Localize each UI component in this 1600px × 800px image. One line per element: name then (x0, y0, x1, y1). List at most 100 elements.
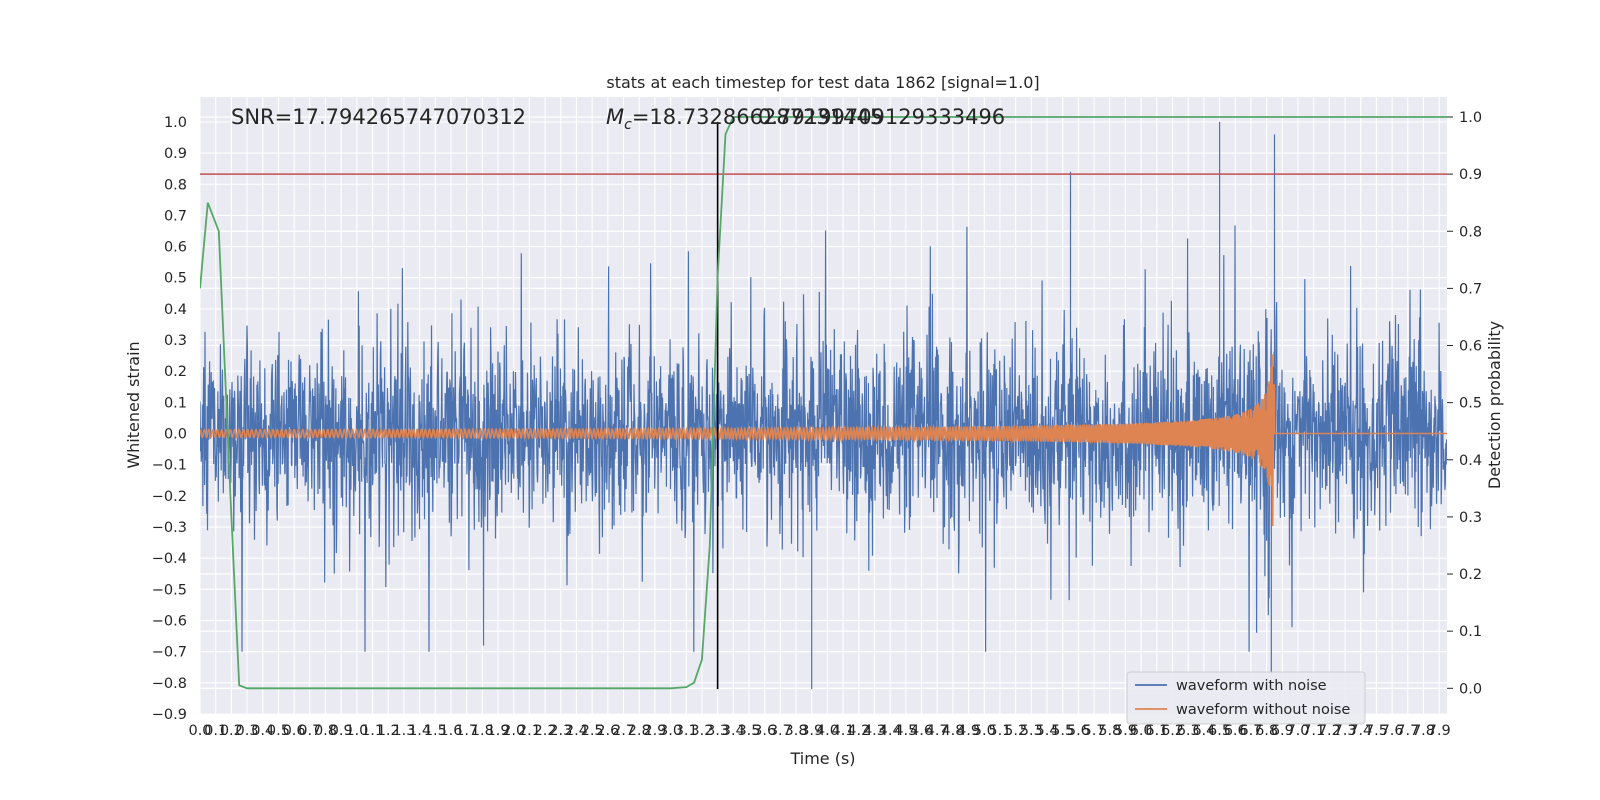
x-tick-label: 2.4 (565, 723, 588, 739)
legend-box (1126, 671, 1366, 725)
x-tick-label: 7.4 (1349, 723, 1372, 739)
x-tick-label: 5.5 (1051, 723, 1074, 739)
x-tick-label: 3.4 (722, 723, 745, 739)
y-right-tick-label: 0.5 (1459, 396, 1482, 412)
x-tick-label: 1.9 (486, 723, 509, 739)
x-tick-label: 3.8 (785, 723, 808, 739)
x-tick-label: 1.8 (471, 723, 494, 739)
x-tick-label: 4.3 (863, 723, 886, 739)
y-axis-label-left: Whitened strain (124, 341, 143, 468)
y-left-tick-label: −0.9 (152, 707, 187, 723)
x-tick-label: 6.5 (1208, 723, 1231, 739)
x-tick-label: 1.6 (439, 723, 462, 739)
y-right-tick-label: 0.8 (1459, 224, 1482, 240)
y-left-tick-label: 0.7 (164, 208, 187, 224)
x-axis-label: Time (s) (789, 749, 855, 768)
mc-value: =18.732866287231445 (632, 105, 883, 129)
y-left-tick-label: 1.0 (164, 115, 187, 131)
x-tick-label: 4.0 (816, 723, 839, 739)
y-right-tick-label: 0.9 (1459, 167, 1482, 183)
y-right-tick-label: 0.1 (1459, 624, 1482, 640)
x-tick-label: 1.4 (408, 723, 431, 739)
x-tick-label: 0.5 (267, 723, 290, 739)
chart-title: stats at each timestep for test data 186… (606, 73, 1039, 92)
x-tick-label: 3.2 (690, 723, 713, 739)
y-left-tick-label: −0.2 (152, 489, 187, 505)
x-tick-label: 3.1 (675, 723, 698, 739)
x-tick-label: 2.0 (502, 723, 525, 739)
x-tick-label: 7.3 (1334, 723, 1357, 739)
y-right-tick-label: 0.0 (1459, 681, 1482, 697)
x-tick-label: 0.1 (204, 723, 227, 739)
x-tick-label: 2.9 (643, 723, 666, 739)
x-tick-label: 3.5 (737, 723, 760, 739)
x-tick-label: 0.4 (251, 723, 274, 739)
x-tick-label: 7.7 (1396, 723, 1419, 739)
x-tick-label: 2.7 (612, 723, 635, 739)
y-right-tick-label: 1.0 (1459, 110, 1482, 126)
legend: waveform with noise waveform without noi… (1126, 671, 1366, 725)
legend-label-noise: waveform with noise (1176, 678, 1327, 694)
y-left-tick-label: 0.2 (164, 364, 187, 380)
x-tick-label: 6.3 (1177, 723, 1200, 739)
y-left-tick-label: 0.1 (164, 395, 187, 411)
x-tick-label: 7.2 (1318, 723, 1341, 739)
x-tick-label: 5.4 (1035, 723, 1058, 739)
mc-subscript: c (624, 117, 632, 133)
y-left-tick-label: −0.1 (152, 458, 187, 474)
x-tick-label: 4.4 (879, 723, 902, 739)
x-tick-label: 1.2 (377, 723, 400, 739)
x-tick-label: 5.1 (988, 723, 1011, 739)
x-tick-label: 4.7 (926, 723, 949, 739)
x-tick-label: 4.8 (941, 723, 964, 739)
x-tick-label: 3.0 (659, 723, 682, 739)
x-tick-label: 3.9 (800, 723, 823, 739)
x-tick-label: 1.7 (455, 723, 478, 739)
x-tick-label: 1.5 (424, 723, 447, 739)
x-tick-label: 2.6 (596, 723, 619, 739)
x-tick-label: 0.9 (330, 723, 353, 739)
x-tick-label: 5.0 (973, 723, 996, 739)
x-tick-label: 5.8 (1098, 723, 1121, 739)
x-tick-label: 7.9 (1428, 723, 1451, 739)
x-tick-label: 0.6 (283, 723, 306, 739)
series-waveform-without-noise (200, 354, 1447, 527)
x-tick-label: 5.7 (1083, 723, 1106, 739)
y-left-tick-label: 0.6 (164, 240, 187, 256)
y-left-tick-label: −0.7 (152, 645, 187, 661)
x-tick-label: 3.6 (753, 723, 776, 739)
x-tick-label: 0.3 (236, 723, 259, 739)
x-tick-label: 2.1 (518, 723, 541, 739)
x-tick-label: 2.3 (549, 723, 572, 739)
x-tick-label: 6.9 (1271, 723, 1294, 739)
y-left-tick-label: 0.5 (164, 271, 187, 287)
y-left-tick-label: −0.5 (152, 582, 187, 598)
overlap-annotation: 0.79199709129333496 (758, 105, 1005, 129)
x-tick-label: 4.2 (847, 723, 870, 739)
series-detection-probability (200, 116, 1447, 690)
y-right-tick-label: 0.6 (1459, 339, 1482, 355)
x-tick-label: 6.7 (1239, 723, 1262, 739)
y-right-tick-label: 0.4 (1459, 453, 1482, 469)
x-tick-label: 7.5 (1365, 723, 1388, 739)
x-tick-label: 4.1 (832, 723, 855, 739)
x-tick-label: 0.0 (188, 723, 211, 739)
x-tick-label: 1.0 (345, 723, 368, 739)
x-tick-label: 6.8 (1255, 723, 1278, 739)
y-left-tick-label: 0.0 (164, 427, 187, 443)
y-left-tick-label: 0.8 (164, 177, 187, 193)
y-right-tick-label: 0.7 (1459, 281, 1482, 297)
x-tick-label: 6.1 (1145, 723, 1168, 739)
y-left-tick-label: −0.6 (152, 614, 187, 630)
series-waveform-with-noise (200, 121, 1447, 690)
y-right-tick-label: 0.3 (1459, 510, 1482, 526)
x-tick-label: 6.4 (1192, 723, 1215, 739)
x-tick-label: 5.3 (1020, 723, 1043, 739)
y-left-tick-label: −0.3 (152, 520, 187, 536)
y-right-tick-label: 0.2 (1459, 567, 1482, 583)
x-tick-label: 0.8 (314, 723, 337, 739)
x-tick-label: 6.2 (1161, 723, 1184, 739)
y-left-tick-label: 0.9 (164, 146, 187, 162)
x-tick-label: 2.5 (581, 723, 604, 739)
x-tick-label: 0.2 (220, 723, 243, 739)
